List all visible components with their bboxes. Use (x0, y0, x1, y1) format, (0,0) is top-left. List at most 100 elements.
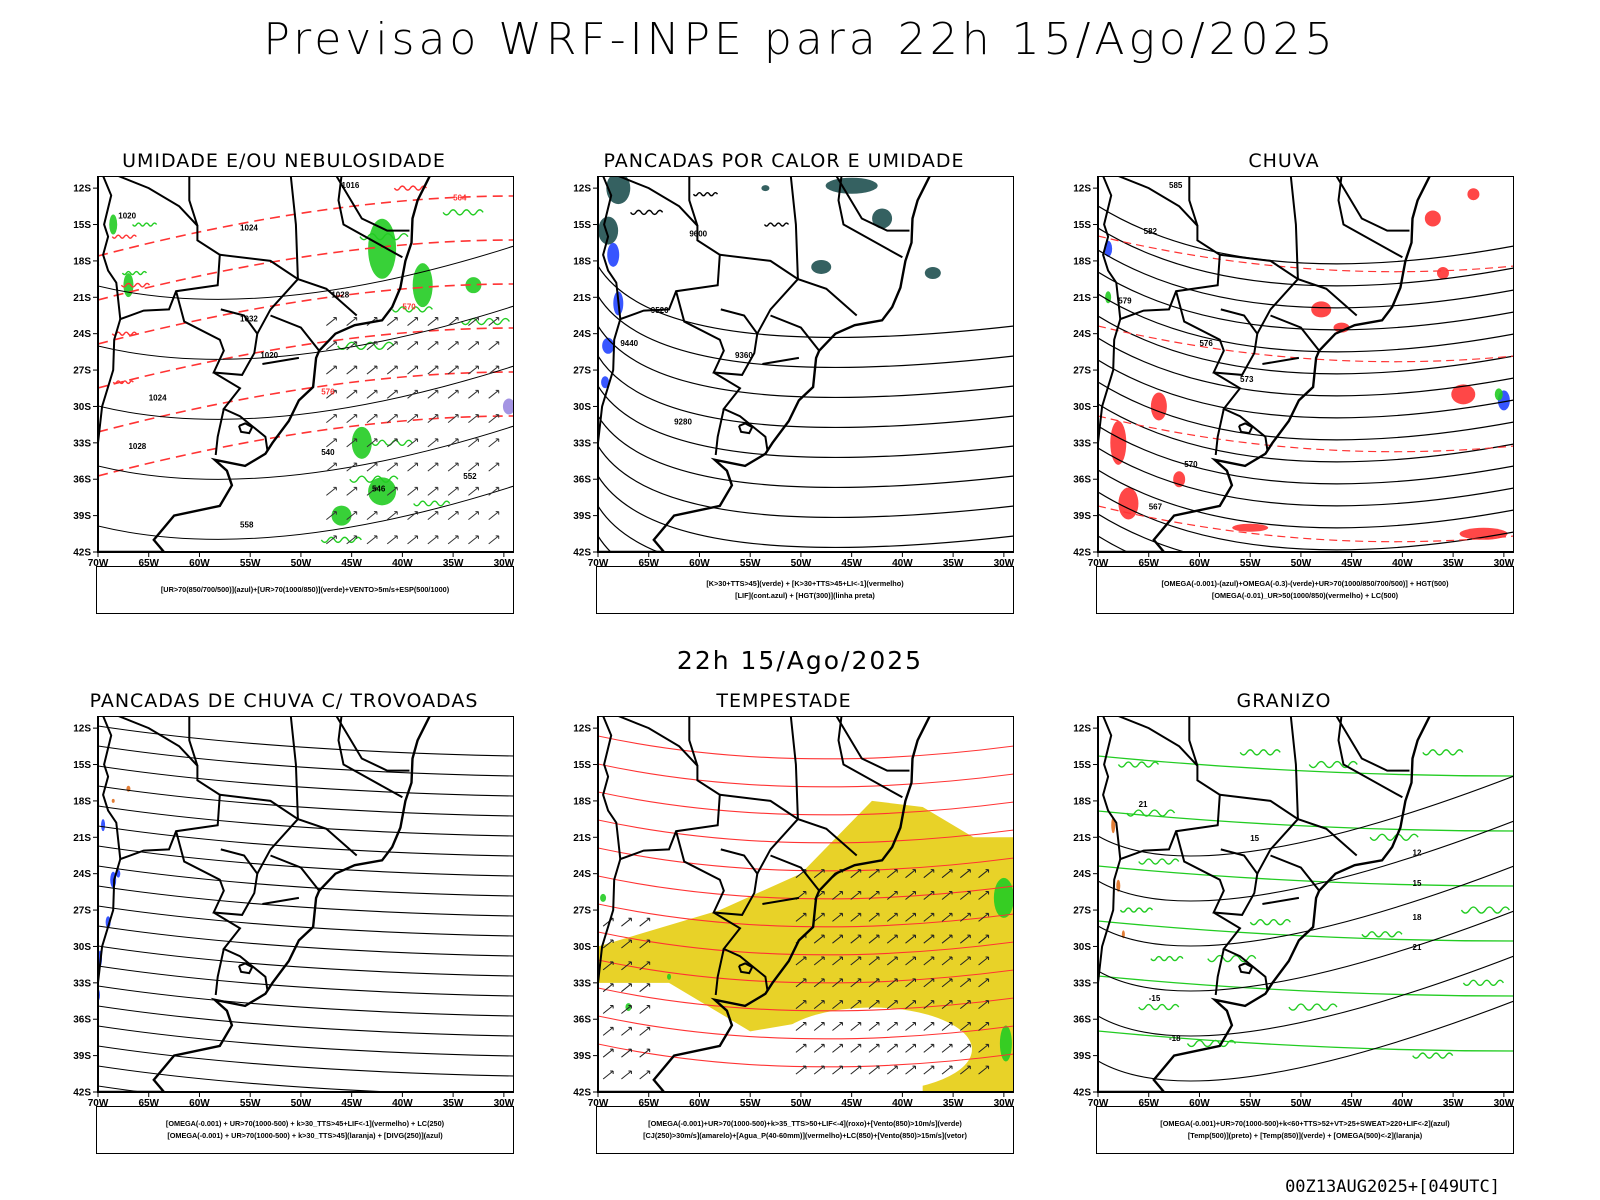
panel-umidade: UMIDADE E/OU NEBULOSIDADE 1016 1020 1024 102… (54, 150, 514, 650)
svg-text:570: 570 (402, 302, 416, 311)
lat-tick-label: 24S (573, 329, 591, 340)
svg-text:15: 15 (1250, 834, 1259, 843)
lat-tick-label: 15S (73, 220, 91, 231)
lat-tick-label: 39S (573, 511, 591, 522)
panel-granizo: GRANIZO 12 15 18 21 -15 -18 21 15 12S 15S 18S 21S 24S… (1054, 690, 1514, 1190)
temp850-green-contours (1117, 749, 1510, 1059)
panel-legend: [UR>70(850/700/500)](azul)+[UR>70(1000/8… (96, 566, 514, 614)
lat-tick-label: 18S (573, 796, 591, 807)
legend-line: [OMEGA(-0.001)-(azul)+OMEGA(-0.3)-(verde… (1161, 579, 1449, 588)
lon-tick-label: 35W (443, 558, 464, 568)
svg-text:552: 552 (463, 472, 477, 481)
forecast-map: 9600952094409360928012S15S18S21S24S27S30… (573, 176, 1014, 568)
panel-title: PANCADAS DE CHUVA C/ TROVOADAS (89, 690, 479, 712)
lon-tick-label: 30W (1494, 558, 1514, 568)
coastline-and-borders (1098, 176, 1431, 552)
lat-tick-label: 21S (73, 293, 91, 304)
lon-tick-label: 35W (443, 1098, 464, 1108)
lon-tick-label: 70W (1088, 1098, 1109, 1108)
coastline-and-borders (1098, 716, 1431, 1092)
svg-text:1020: 1020 (118, 211, 136, 220)
forecast-map: 585 582 579 576 573 570 567 12S 15S 18S 21S 24S 27S 3… (1073, 176, 1514, 568)
scattered-contours (630, 192, 790, 227)
wind-vectors (326, 317, 500, 545)
lon-tick-label: 55W (1240, 1098, 1261, 1108)
lat-tick-label: 18S (573, 256, 591, 267)
lon-tick-label: 60W (189, 558, 210, 568)
coastline-and-borders (598, 176, 931, 552)
lat-tick-label: 21S (573, 833, 591, 844)
lat-tick-label: 42S (1073, 1088, 1091, 1099)
lat-tick-label: 12S (573, 724, 591, 735)
lc500-dashed (1098, 235, 1514, 543)
lat-tick-label: 12S (573, 184, 591, 195)
lat-tick-label: 33S (1073, 438, 1091, 449)
map-frame (97, 176, 514, 553)
svg-text:570: 570 (1184, 460, 1198, 469)
panel-legend: [OMEGA(-0.001)+UR>70(1000-500)+k<60+TTS>… (1096, 1106, 1514, 1154)
svg-text:-15: -15 (1149, 994, 1161, 1003)
lat-tick-label: 27S (1073, 906, 1091, 917)
lon-tick-label: 50W (291, 1098, 312, 1108)
lat-tick-label: 33S (73, 978, 91, 989)
lat-tick-label: 33S (573, 978, 591, 989)
lat-tick-label: 42S (73, 1088, 91, 1099)
lat-tick-label: 36S (1073, 475, 1091, 486)
lat-tick-label: 39S (73, 1051, 91, 1062)
svg-text:-18: -18 (1169, 1034, 1181, 1043)
map-frame (1097, 716, 1514, 1093)
lat-tick-label: 42S (1073, 548, 1091, 559)
lon-tick-label: 30W (1494, 1098, 1514, 1108)
lat-tick-label: 39S (573, 1051, 591, 1062)
lon-tick-label: 65W (638, 558, 659, 568)
lon-tick-label: 30W (994, 558, 1014, 568)
svg-text:1016: 1016 (342, 181, 360, 190)
svg-text:582: 582 (1144, 227, 1158, 236)
svg-text:567: 567 (1149, 503, 1163, 512)
lon-tick-label: 70W (88, 558, 109, 568)
svg-text:1020: 1020 (260, 351, 278, 360)
panel-title: UMIDADE E/OU NEBULOSIDADE (122, 150, 446, 172)
lon-tick-label: 50W (791, 558, 812, 568)
lat-tick-label: 15S (1073, 220, 1091, 231)
lat-tick-label: 30S (73, 942, 91, 953)
lon-tick-label: 65W (1138, 558, 1159, 568)
lat-tick-label: 39S (1073, 511, 1091, 522)
lon-tick-label: 60W (1189, 1098, 1210, 1108)
lat-tick-label: 36S (73, 475, 91, 486)
legend-line: [LIF](cont.azul) + [HGT(300)](linha pret… (735, 591, 875, 600)
legend-line: [K>30+TTS>45](verde) + [K>30+TTS>45+LI<-… (706, 579, 904, 588)
lon-tick-label: 30W (494, 558, 514, 568)
lon-tick-label: 60W (689, 1098, 710, 1108)
lat-tick-label: 27S (73, 906, 91, 917)
panel-title: CHUVA (1248, 150, 1320, 172)
svg-text:576: 576 (321, 387, 335, 396)
lon-tick-label: 35W (1443, 558, 1464, 568)
lc250-streamlines (98, 725, 514, 1092)
svg-text:1028: 1028 (128, 442, 146, 451)
map-frame (97, 716, 514, 1093)
lat-tick-label: 24S (73, 869, 91, 880)
humidity-blue-fill (502, 398, 514, 415)
lat-tick-label: 21S (573, 293, 591, 304)
svg-text:558: 558 (240, 521, 254, 530)
lon-tick-label: 65W (138, 1098, 159, 1108)
main-title: Previsao WRF-INPE para 22h 15/Ago/2025 (263, 14, 1337, 65)
svg-text:1024: 1024 (149, 393, 167, 402)
thickness-dashed-red (98, 195, 514, 477)
panel-legend: [OMEGA(-0.001)+UR>70(1000-500)+k>35_TTS>… (596, 1106, 1014, 1154)
omega500-orange-marks (1111, 817, 1125, 939)
lon-tick-label: 50W (291, 558, 312, 568)
lon-tick-label: 30W (994, 1098, 1014, 1108)
lat-tick-label: 30S (573, 942, 591, 953)
lat-tick-label: 24S (73, 329, 91, 340)
lat-tick-label: 12S (73, 184, 91, 195)
hgt300-contours (598, 265, 1014, 552)
wind-vectors (795, 869, 990, 1075)
svg-text:18: 18 (1413, 913, 1422, 922)
map-frame (597, 176, 1014, 553)
